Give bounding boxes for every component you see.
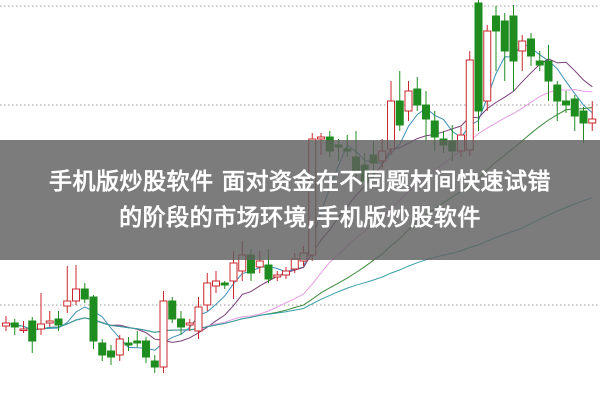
candle-up — [290, 258, 299, 270]
candle-up — [185, 322, 194, 326]
candle-up — [72, 288, 80, 302]
candle-up — [483, 30, 492, 102]
candle-down — [413, 88, 422, 106]
candle-up — [588, 118, 597, 124]
candle-down — [579, 110, 588, 124]
candle-up — [2, 322, 10, 327]
candle-down — [422, 104, 430, 120]
candle-down — [54, 318, 63, 326]
candle-up — [255, 260, 264, 268]
candle-down — [553, 84, 562, 102]
candle-down — [544, 60, 553, 82]
candle-down — [142, 340, 150, 358]
candle-up — [19, 328, 28, 331]
candle-down — [177, 318, 185, 328]
candle-down — [395, 100, 404, 126]
candle-up — [229, 262, 238, 282]
candle-down — [89, 296, 98, 342]
candle-up — [159, 300, 168, 368]
candle-up — [37, 323, 45, 330]
candle-up — [212, 280, 220, 287]
candle-down — [474, 2, 483, 112]
candle-up — [282, 270, 290, 276]
candle-up — [45, 320, 54, 324]
candle-up — [273, 274, 282, 278]
candle-down — [430, 120, 439, 138]
candle-down — [150, 360, 159, 368]
candle-down — [562, 100, 570, 106]
candle-down — [220, 282, 229, 286]
ma5-line — [5, 42, 593, 351]
candle-up — [404, 90, 413, 112]
candle-up — [115, 338, 124, 356]
candle-down — [10, 322, 19, 328]
candle-up — [317, 136, 325, 140]
candle-down — [107, 350, 115, 358]
candle-down — [492, 15, 500, 32]
banner-title-line-2: 的阶段的市场环境,手机版炒股软件 — [119, 205, 481, 231]
candle-up — [203, 282, 212, 306]
candle-down — [168, 300, 177, 320]
candle-down — [28, 320, 37, 342]
title-banner: 手机版炒股软件 面对资金在不同题材间快速试错 的阶段的市场环境,手机版炒股软件 — [0, 140, 600, 260]
candle-up — [465, 59, 474, 151]
candle-up — [63, 300, 72, 307]
candle-down — [98, 342, 107, 356]
candle-down — [124, 342, 133, 346]
candle-up — [194, 306, 203, 332]
candle-down — [133, 340, 142, 344]
candle-down — [509, 15, 518, 62]
candle-down — [527, 38, 535, 57]
candle-down — [264, 264, 273, 280]
candle-down — [570, 98, 579, 117]
candle-down — [80, 288, 89, 300]
candle-down — [535, 60, 544, 66]
banner-title-line-1: 手机版炒股软件 面对资金在不同题材间快速试错 — [48, 169, 551, 195]
candle-up — [518, 40, 527, 52]
candle-down — [500, 20, 509, 52]
